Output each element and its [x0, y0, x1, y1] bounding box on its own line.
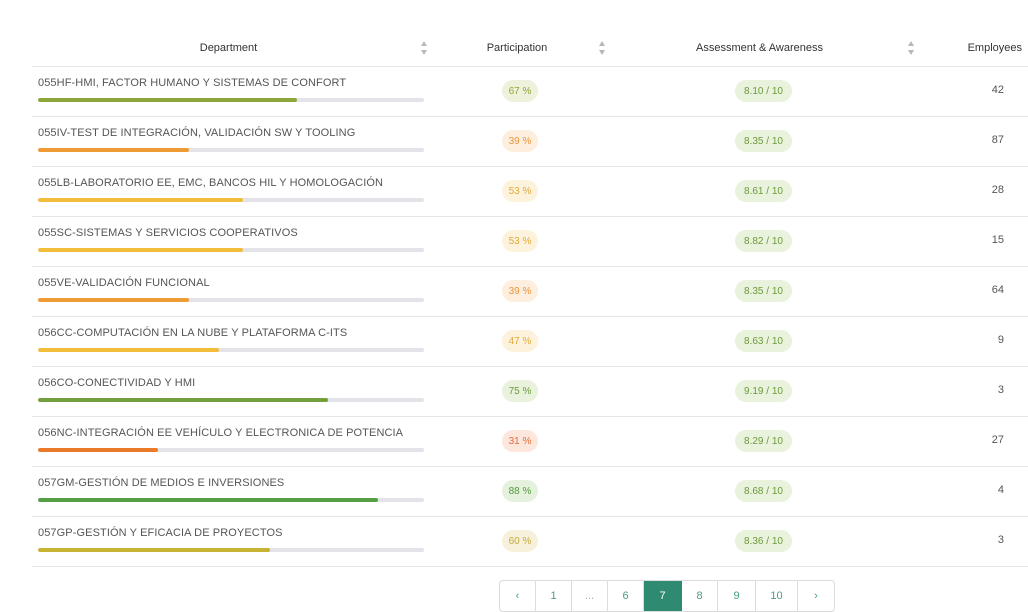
sort-assessment-icon[interactable] [907, 41, 915, 55]
pagination: ‹ 1... 6 7 8 9 10 › [499, 580, 835, 612]
participation-bar [38, 398, 424, 402]
page-1[interactable]: 1 [536, 581, 572, 611]
table-row[interactable]: 056CC-COMPUTACIÓN EN LA NUBE Y PLATAFORM… [32, 317, 1028, 367]
participation-bar [38, 98, 424, 102]
participation-bar [38, 348, 424, 352]
participation-bar-fill [38, 548, 270, 552]
participation-badge: 53 % [502, 180, 538, 202]
employees-count: 27 [991, 434, 1004, 446]
participation-badge: 67 % [502, 80, 538, 102]
employees-count: 3 [997, 534, 1004, 546]
employees-count: 64 [991, 284, 1004, 296]
department-name: 055SC-SISTEMAS Y SERVICIOS COOPERATIVOS [38, 227, 298, 239]
participation-bar [38, 448, 424, 452]
employees-count: 4 [997, 484, 1004, 496]
page-9[interactable]: 9 [718, 581, 756, 611]
employees-count: 3 [997, 384, 1004, 396]
employees-count: 9 [997, 334, 1004, 346]
header-employees[interactable]: Employees [967, 42, 1022, 54]
table-row[interactable]: 055VE-VALIDACIÓN FUNCIONAL 39 % 8.35 / 1… [32, 267, 1028, 317]
header-participation[interactable]: Participation [486, 42, 548, 54]
department-name: 055IV-TEST DE INTEGRACIÓN, VALIDACIÓN SW… [38, 127, 356, 139]
participation-bar-fill [38, 498, 378, 502]
header-assessment[interactable]: Assessment & Awareness [696, 42, 823, 54]
participation-bar-fill [38, 348, 220, 352]
assessment-badge: 8.61 / 10 [735, 180, 792, 202]
sort-department-icon[interactable] [420, 41, 428, 55]
participation-bar [38, 248, 424, 252]
table-row[interactable]: 055SC-SISTEMAS Y SERVICIOS COOPERATIVOS … [32, 217, 1028, 267]
participation-badge: 39 % [502, 280, 538, 302]
participation-bar [38, 148, 424, 152]
department-name: 055HF-HMI, FACTOR HUMANO Y SISTEMAS DE C… [38, 77, 347, 89]
participation-bar [38, 498, 424, 502]
page-7[interactable]: 7 [644, 581, 682, 611]
participation-bar-fill [38, 248, 243, 252]
participation-bar-fill [38, 198, 243, 202]
department-name: 055VE-VALIDACIÓN FUNCIONAL [38, 277, 210, 289]
table-row[interactable]: 055IV-TEST DE INTEGRACIÓN, VALIDACIÓN SW… [32, 117, 1028, 167]
assessment-badge: 9.19 / 10 [735, 380, 792, 402]
assessment-badge: 8.82 / 10 [735, 230, 792, 252]
participation-bar [38, 198, 424, 202]
participation-bar-fill [38, 298, 189, 302]
table-row[interactable]: 056CO-CONECTIVIDAD Y HMI 75 % 9.19 / 10 … [32, 367, 1028, 417]
participation-badge: 31 % [502, 430, 538, 452]
table-row[interactable]: 055HF-HMI, FACTOR HUMANO Y SISTEMAS DE C… [32, 67, 1028, 117]
employees-count: 15 [991, 234, 1004, 246]
employees-count: 42 [991, 84, 1004, 96]
participation-bar [38, 548, 424, 552]
participation-bar-fill [38, 448, 158, 452]
assessment-badge: 8.35 / 10 [735, 130, 792, 152]
department-name: 057GM-GESTIÓN DE MEDIOS E INVERSIONES [38, 477, 285, 489]
page-6[interactable]: 6 [608, 581, 644, 611]
participation-bar [38, 298, 424, 302]
participation-badge: 39 % [502, 130, 538, 152]
participation-badge: 53 % [502, 230, 538, 252]
department-name: 055LB-LABORATORIO EE, EMC, BANCOS HIL Y … [38, 177, 384, 189]
page-8[interactable]: 8 [682, 581, 718, 611]
participation-badge: 75 % [502, 380, 538, 402]
assessment-badge: 8.63 / 10 [735, 330, 792, 352]
department-name: 056CC-COMPUTACIÓN EN LA NUBE Y PLATAFORM… [38, 327, 348, 339]
table-row[interactable]: 056NC-INTEGRACIÓN EE VEHÍCULO Y ELECTRON… [32, 417, 1028, 467]
assessment-badge: 8.10 / 10 [735, 80, 792, 102]
header-department[interactable]: Department [199, 42, 258, 54]
department-name: 056NC-INTEGRACIÓN EE VEHÍCULO Y ELECTRON… [38, 427, 404, 439]
table-body: 055HF-HMI, FACTOR HUMANO Y SISTEMAS DE C… [32, 67, 1028, 567]
next-page-button[interactable]: › [814, 590, 818, 602]
table-row[interactable]: 057GP-GESTIÓN Y EFICACIA DE PROYECTOS 60… [32, 517, 1028, 567]
department-name: 056CO-CONECTIVIDAD Y HMI [38, 377, 196, 389]
assessment-badge: 8.68 / 10 [735, 480, 792, 502]
page-ellipsis: ... [572, 581, 608, 611]
participation-bar-fill [38, 148, 189, 152]
table-row[interactable]: 055LB-LABORATORIO EE, EMC, BANCOS HIL Y … [32, 167, 1028, 217]
assessment-badge: 8.35 / 10 [735, 280, 792, 302]
departments-table: Department Participation Assessment & Aw… [32, 30, 1028, 567]
participation-badge: 47 % [502, 330, 538, 352]
participation-badge: 60 % [502, 530, 538, 552]
table-row[interactable]: 057GM-GESTIÓN DE MEDIOS E INVERSIONES 88… [32, 467, 1028, 517]
assessment-badge: 8.29 / 10 [735, 430, 792, 452]
page-10[interactable]: 10 [756, 581, 798, 611]
assessment-badge: 8.36 / 10 [735, 530, 792, 552]
sort-participation-icon[interactable] [598, 41, 606, 55]
employees-count: 28 [991, 184, 1004, 196]
participation-bar-fill [38, 398, 328, 402]
participation-badge: 88 % [502, 480, 538, 502]
table-header: Department Participation Assessment & Aw… [32, 30, 1028, 67]
department-name: 057GP-GESTIÓN Y EFICACIA DE PROYECTOS [38, 527, 283, 539]
employees-count: 87 [991, 134, 1004, 146]
prev-page-button[interactable]: ‹ [500, 581, 536, 611]
participation-bar-fill [38, 98, 297, 102]
